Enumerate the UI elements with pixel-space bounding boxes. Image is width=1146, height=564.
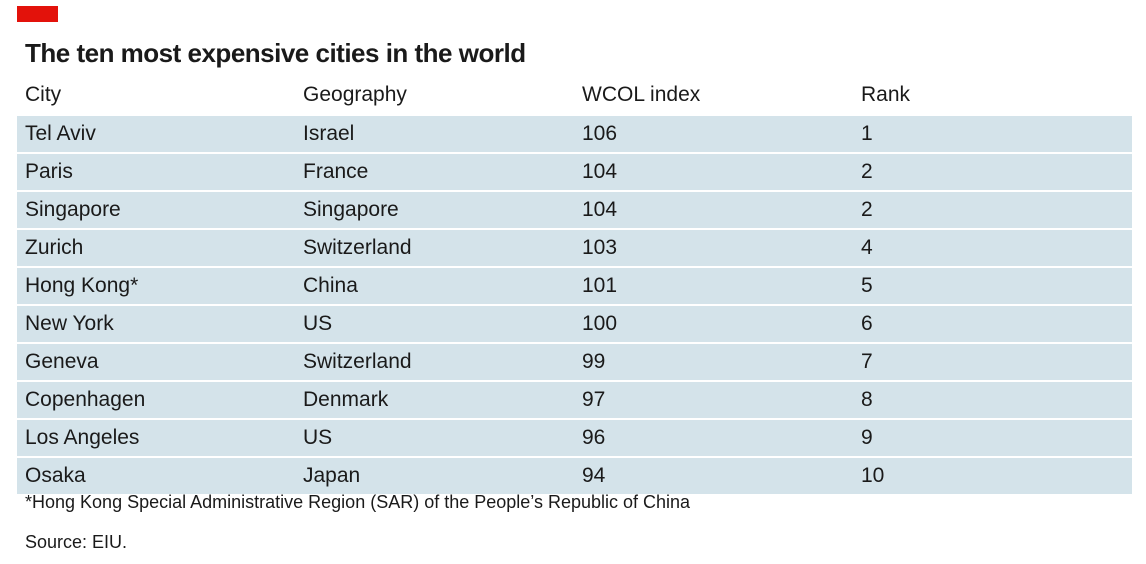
- table-row: Los Angeles US 96 9: [17, 418, 1132, 456]
- table-row: Singapore Singapore 104 2: [17, 190, 1132, 228]
- cell-rank: 2: [861, 198, 873, 221]
- table-row: Tel Aviv Israel 106 1: [17, 114, 1132, 152]
- cell-geography: Israel: [303, 122, 355, 145]
- cell-geography: Denmark: [303, 388, 389, 411]
- cell-rank: 5: [861, 274, 873, 297]
- cell-rank: 2: [861, 160, 873, 183]
- table-header-row: City Geography WCOL index Rank: [17, 76, 1132, 114]
- cell-wcol-index: 100: [582, 312, 618, 335]
- chart-title: The ten most expensive cities in the wor…: [25, 38, 526, 68]
- cell-rank: 4: [861, 236, 873, 259]
- table-row: Zurich Switzerland 103 4: [17, 228, 1132, 266]
- cell-rank: 6: [861, 312, 873, 335]
- table-row: Geneva Switzerland 99 7: [17, 342, 1132, 380]
- cell-geography: China: [303, 274, 358, 297]
- table-row: Hong Kong* China 101 5: [17, 266, 1132, 304]
- cell-city: Geneva: [25, 350, 99, 373]
- cell-geography: France: [303, 160, 369, 183]
- cell-wcol-index: 106: [582, 122, 618, 145]
- column-header-rank: Rank: [861, 83, 911, 106]
- table-row: Paris France 104 2: [17, 152, 1132, 190]
- cell-rank: 8: [861, 388, 873, 411]
- cell-wcol-index: 97: [582, 388, 606, 411]
- cell-city: Osaka: [25, 464, 86, 487]
- data-table: City Geography WCOL index Rank Tel Aviv I…: [17, 76, 1132, 494]
- cell-geography: US: [303, 312, 333, 335]
- cell-wcol-index: 94: [582, 464, 606, 487]
- cell-wcol-index: 104: [582, 198, 618, 221]
- cell-geography: Singapore: [303, 198, 399, 221]
- cell-wcol-index: 101: [582, 274, 618, 297]
- cell-wcol-index: 104: [582, 160, 618, 183]
- column-header-city: City: [25, 83, 62, 106]
- cell-rank: 9: [861, 426, 873, 449]
- column-header-wcol-index: WCOL index: [582, 83, 701, 106]
- cell-geography: Japan: [303, 464, 361, 487]
- brand-tag: [17, 6, 58, 22]
- cell-city: Zurich: [25, 236, 84, 259]
- cell-geography: Switzerland: [303, 236, 412, 259]
- cell-city: Paris: [25, 160, 73, 183]
- cell-city: New York: [25, 312, 114, 335]
- table-row: Osaka Japan 94 10: [17, 456, 1132, 494]
- cell-rank: 10: [861, 464, 885, 487]
- cell-wcol-index: 99: [582, 350, 606, 373]
- cell-wcol-index: 96: [582, 426, 606, 449]
- cell-city: Hong Kong*: [25, 274, 139, 297]
- table-row: Copenhagen Denmark 97 8: [17, 380, 1132, 418]
- footnote: *Hong Kong Special Administrative Region…: [25, 492, 691, 512]
- cell-city: Tel Aviv: [25, 122, 96, 145]
- cell-rank: 1: [861, 122, 873, 145]
- cell-geography: Switzerland: [303, 350, 412, 373]
- cell-city: Los Angeles: [25, 426, 140, 449]
- table-row: New York US 100 6: [17, 304, 1132, 342]
- source-note: Source: EIU.: [25, 532, 128, 552]
- cell-geography: US: [303, 426, 333, 449]
- column-header-geography: Geography: [303, 83, 407, 106]
- cell-rank: 7: [861, 350, 873, 373]
- cell-wcol-index: 103: [582, 236, 618, 259]
- cell-city: Copenhagen: [25, 388, 146, 411]
- cell-city: Singapore: [25, 198, 121, 221]
